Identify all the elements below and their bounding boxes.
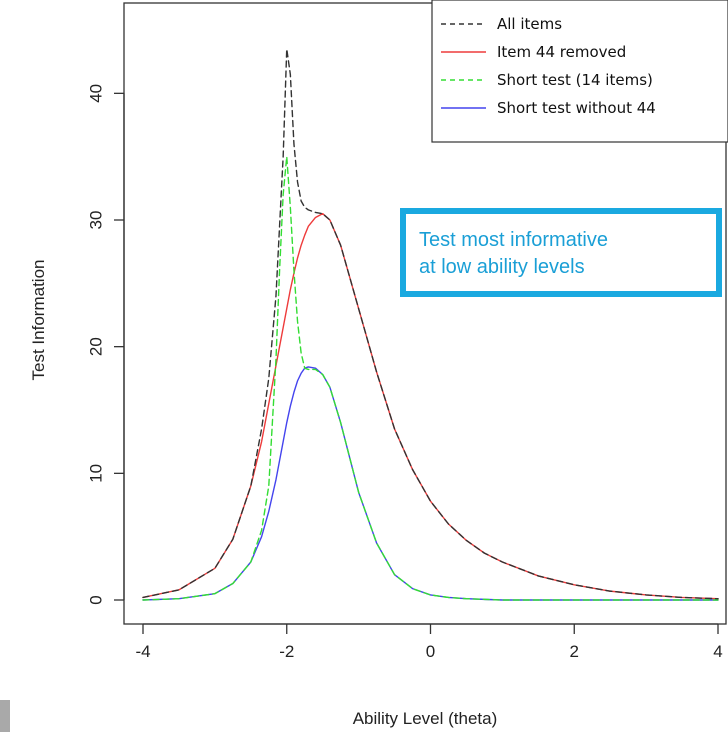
series-line-3 xyxy=(142,366,719,601)
y-axis: 0 10 20 30 40 xyxy=(86,84,125,605)
y-axis-label: Test Information xyxy=(29,260,48,381)
x-tick-label: 4 xyxy=(713,642,722,661)
legend: All items Item 44 removed Short test (14 i… xyxy=(431,0,728,143)
corner-block xyxy=(0,700,10,732)
callout-box xyxy=(400,208,722,297)
series-line-1 xyxy=(142,212,719,600)
y-tick-label: 20 xyxy=(86,337,105,356)
annotation-callout: Test most informative at low ability lev… xyxy=(400,208,722,297)
x-tick-label: 0 xyxy=(426,642,435,661)
x-axis-label: Ability Level (theta) xyxy=(353,709,498,728)
series-line-0 xyxy=(142,48,719,600)
x-tick-label: -4 xyxy=(135,642,150,661)
legend-label-2: Short test (14 items) xyxy=(497,71,653,89)
series-layer xyxy=(142,48,719,601)
legend-label-1: Item 44 removed xyxy=(497,43,626,61)
y-tick-label: 30 xyxy=(86,211,105,230)
series-line-2 xyxy=(142,155,719,601)
y-tick-label: 0 xyxy=(86,595,105,604)
x-axis: -4 -2 0 2 4 xyxy=(135,623,723,661)
y-tick-label: 40 xyxy=(86,84,105,103)
legend-label-3: Short test without 44 xyxy=(497,99,656,117)
legend-label-0: All items xyxy=(497,15,562,33)
y-tick-label: 10 xyxy=(86,464,105,483)
x-tick-label: 2 xyxy=(570,642,579,661)
callout-line-2: at low ability levels xyxy=(419,256,585,278)
x-tick-label: -2 xyxy=(279,642,294,661)
callout-line-1: Test most informative xyxy=(419,229,608,251)
